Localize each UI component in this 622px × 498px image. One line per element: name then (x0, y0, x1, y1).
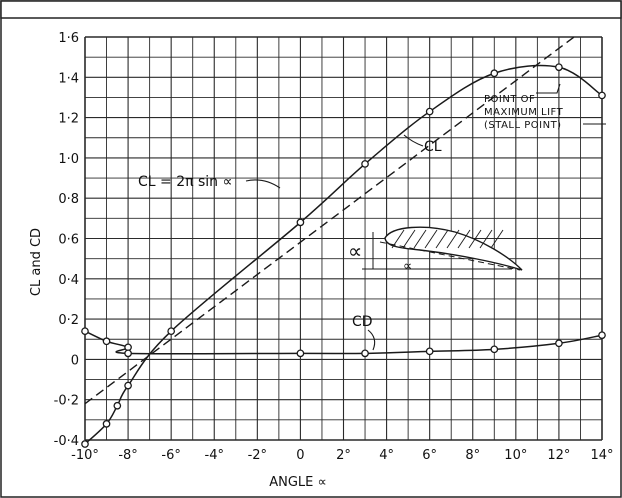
formula-leader-line (245, 179, 281, 189)
y-tick-label: 0·2 (58, 313, 79, 328)
data-point (555, 63, 563, 72)
data-point (425, 347, 434, 356)
data-point (425, 107, 434, 116)
tick-labels: -10° -8° -6° -4° -2° 0 2° 4° 6° 8° 10° 12° 14° -0·4 -0… (54, 31, 614, 463)
airfoil-hatch (468, 229, 482, 249)
data-point (490, 69, 499, 78)
x-tick-label: -6° (161, 448, 180, 463)
x-tick-label: 0 (296, 448, 304, 463)
x-tick-label: 14° (590, 448, 613, 463)
data-point (81, 440, 89, 448)
data-point (555, 339, 563, 348)
x-tick-label: -8° (118, 448, 137, 463)
airfoil-chord-line (379, 241, 521, 271)
series-line (84, 330, 603, 355)
y-tick-label: -0·2 (54, 394, 79, 409)
data-point (124, 349, 132, 358)
data-point (102, 337, 111, 346)
data-point (167, 327, 176, 336)
airfoil-hatch (479, 229, 493, 249)
y-tick-label: 0·4 (58, 273, 79, 288)
y-tick-label: 1·2 (58, 112, 79, 127)
stall-point-label: MAXIMUM LIFT (484, 107, 564, 118)
airfoil-backing (385, 227, 522, 270)
series-layer (81, 36, 606, 448)
x-tick-label: -10° (71, 448, 99, 463)
airfoil-hatch (457, 229, 471, 249)
alpha-symbol-left: ∝ (348, 239, 362, 263)
data-point (361, 160, 369, 168)
y-tick-label: 0·6 (58, 233, 79, 248)
airfoil-hatch (413, 229, 427, 249)
data-point (113, 401, 122, 410)
airfoil-hatch (402, 229, 416, 249)
x-tick-label: 12° (547, 448, 570, 463)
alpha-symbol-inset: ∝ (403, 259, 412, 274)
cd-curve-label: CD (352, 314, 373, 330)
cl-curve-label: CL (424, 139, 442, 155)
top-strip-divider (0, 0, 622, 19)
y-tick-label: 1·4 (58, 71, 79, 86)
airfoil-hatch (424, 229, 438, 249)
data-point (81, 327, 89, 336)
y-tick-label: 0 (71, 353, 79, 368)
x-tick-label: 2° (336, 448, 351, 463)
x-tick-label: 8° (465, 448, 480, 463)
annotations: POINT OF MAXIMUM LIFT (STALL POINT) CL CL = … (138, 83, 606, 351)
data-point (102, 420, 111, 428)
y-tick-label: 1·6 (58, 31, 79, 46)
y-tick-label: 1·0 (58, 152, 79, 167)
cl-leader-line (403, 134, 424, 147)
x-tick-label: 6° (422, 448, 437, 463)
x-axis-title: ANGLE ∝ (269, 475, 327, 490)
x-tick-label: 4° (379, 448, 394, 463)
data-point (598, 331, 606, 340)
grid (84, 36, 603, 441)
x-tick-label: 10° (504, 448, 527, 463)
airfoil-hatch (490, 229, 504, 249)
x-tick-label: -2° (248, 448, 267, 463)
y-axis-title-group: CL and CD (29, 228, 44, 296)
x-tick-label: -4° (205, 448, 224, 463)
data-point (598, 91, 606, 100)
y-tick-label: -0·4 (54, 434, 79, 449)
cd-leader-line (367, 329, 376, 351)
airfoil-shape (384, 226, 523, 271)
airfoil-hatch (435, 229, 449, 249)
data-point (296, 349, 305, 358)
y-tick-label: 0·8 (58, 192, 79, 207)
data-point (124, 381, 132, 390)
stall-point-label: (STALL POINT) (484, 120, 562, 131)
data-point (361, 349, 369, 358)
stall-point-label: POINT OF (484, 94, 535, 105)
airfoil-hatch (446, 229, 460, 249)
data-point (296, 218, 305, 227)
series-line (84, 36, 575, 405)
y-axis-title: CL and CD (29, 228, 44, 296)
stall-leader-line (536, 83, 561, 94)
formula-label: CL = 2π sin ∝ (138, 174, 233, 190)
data-point (490, 345, 499, 354)
